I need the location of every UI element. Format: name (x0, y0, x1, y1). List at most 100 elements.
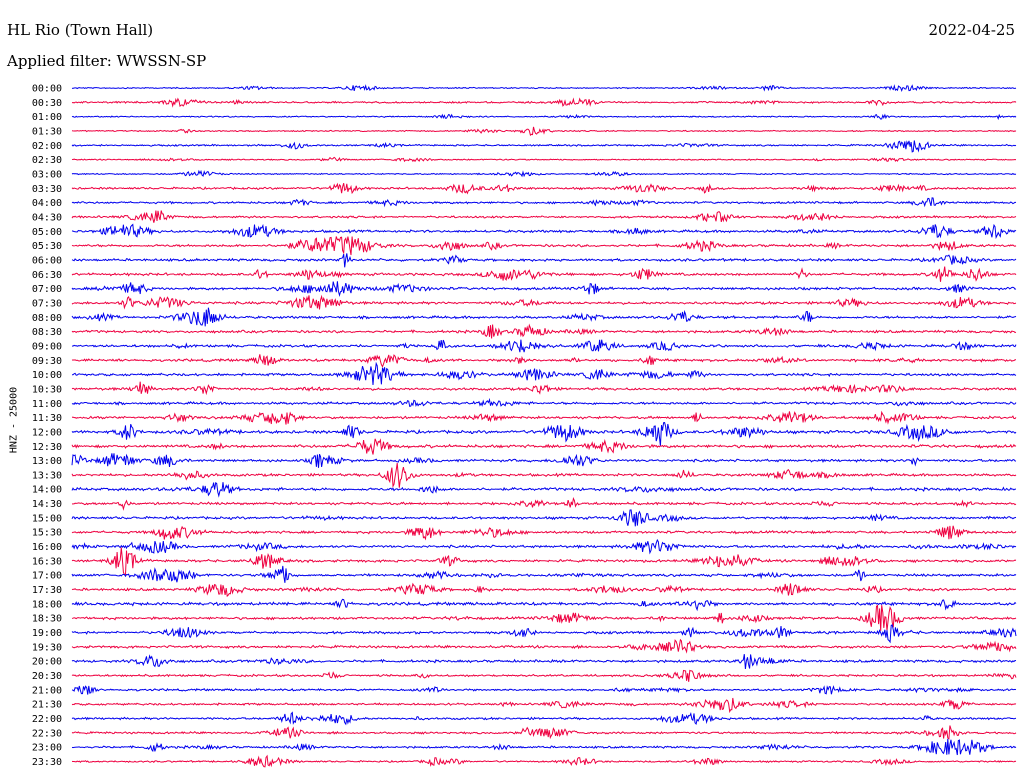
time-tick-label: 13:30 (32, 470, 62, 481)
time-tick-label: 14:00 (32, 485, 62, 496)
time-tick-label: 22:00 (32, 714, 62, 725)
seismic-trace (72, 361, 1017, 385)
seismic-trace (71, 182, 1017, 195)
time-tick-label: 19:00 (32, 628, 62, 639)
seismic-trace (71, 140, 1017, 153)
seismic-trace (71, 711, 1017, 726)
seismic-trace (71, 410, 1017, 425)
seismic-trace (71, 538, 1017, 555)
time-tick-label: 10:00 (32, 370, 62, 381)
seismic-trace (71, 223, 1017, 240)
time-tick-label: 13:00 (32, 456, 62, 467)
time-tick-label: 15:30 (32, 528, 62, 539)
time-tick-label: 17:00 (32, 571, 62, 582)
seismic-trace (71, 339, 1017, 353)
time-tick-label: 03:00 (32, 169, 62, 180)
time-tick-label: 08:30 (32, 327, 62, 338)
seismic-trace (71, 725, 1017, 740)
time-tick-label: 11:00 (32, 399, 62, 410)
time-tick-label: 14:30 (32, 499, 62, 510)
time-tick-label: 06:30 (32, 270, 62, 281)
time-tick-label: 15:00 (32, 513, 62, 524)
seismic-trace (71, 463, 1017, 489)
seismic-trace (71, 582, 1017, 598)
time-tick-label: 18:30 (32, 614, 62, 625)
seismic-trace (71, 307, 1017, 327)
seismic-trace (71, 354, 1016, 368)
seismic-trace (71, 84, 1017, 93)
seismic-trace (71, 236, 1017, 256)
time-tick-label: 05:00 (32, 227, 62, 238)
time-tick-label: 19:30 (32, 642, 62, 653)
seismic-trace (71, 323, 1017, 339)
seismic-trace (71, 738, 1017, 756)
time-tick-label: 00:00 (32, 84, 62, 95)
time-tick-label: 16:00 (32, 542, 62, 553)
seismic-trace (71, 422, 1017, 447)
date-label: 2022-04-25 (928, 21, 1015, 39)
seismic-trace (71, 97, 1017, 108)
time-tick-label: 04:30 (32, 212, 62, 223)
seismic-trace (71, 156, 1017, 163)
seismic-trace (71, 697, 1017, 714)
seismic-trace (71, 210, 1017, 223)
station-title: HL Rio (Town Hall) (7, 21, 154, 39)
seismic-trace (71, 169, 1017, 178)
time-tick-label: 01:30 (32, 126, 62, 137)
seismic-trace (71, 669, 1017, 682)
seismic-trace (71, 438, 1017, 455)
seismic-trace (71, 294, 1017, 310)
time-tick-label: 17:30 (32, 585, 62, 596)
time-tick-label: 22:30 (32, 728, 62, 739)
seismic-trace (71, 381, 1017, 396)
time-tick-label: 11:30 (32, 413, 62, 424)
time-tick-label: 07:30 (32, 298, 62, 309)
seismic-trace (71, 685, 1017, 695)
time-tick-label: 07:00 (32, 284, 62, 295)
seismic-trace (71, 397, 1017, 408)
time-tick-label: 02:30 (32, 155, 62, 166)
time-tick-label: 21:30 (32, 700, 62, 711)
time-tick-label: 20:30 (32, 671, 62, 682)
seismic-trace (71, 598, 1017, 612)
time-tick-label: 03:30 (32, 184, 62, 195)
seismic-trace (71, 281, 1017, 298)
time-tick-label: 02:00 (32, 141, 62, 152)
time-tick-label: 09:00 (32, 341, 62, 352)
seismic-trace (71, 547, 1017, 576)
seismic-trace (71, 266, 1017, 282)
time-tick-label: 21:00 (32, 685, 62, 696)
time-tick-label: 12:30 (32, 442, 62, 453)
time-tick-label: 00:30 (32, 98, 62, 109)
seismic-trace (71, 654, 1017, 670)
seismic-trace (71, 754, 1017, 768)
seismic-trace (71, 113, 1017, 121)
time-tick-label: 23:00 (32, 743, 62, 754)
time-tick-label: 01:00 (32, 112, 62, 123)
seismic-trace (71, 565, 1017, 583)
seismic-trace (71, 126, 1017, 136)
time-tick-label: 18:00 (32, 599, 62, 610)
seismic-trace (71, 481, 1016, 498)
time-tick-label: 12:00 (32, 427, 62, 438)
time-tick-label: 08:00 (32, 313, 62, 324)
seismic-trace (71, 624, 1017, 644)
seismic-trace (71, 509, 1017, 527)
seismic-trace (71, 638, 1017, 654)
seismic-trace (71, 497, 1017, 511)
time-tick-label: 23:30 (32, 757, 62, 768)
time-tick-label: 04:00 (32, 198, 62, 209)
time-tick-label: 05:30 (32, 241, 62, 252)
seismic-trace (71, 604, 1017, 631)
time-tick-label: 09:30 (32, 356, 62, 367)
seismic-trace (71, 253, 1017, 268)
time-tick-label: 16:30 (32, 556, 62, 567)
seismic-trace (71, 453, 1017, 468)
time-tick-label: 10:30 (32, 384, 62, 395)
time-tick-label: 06:00 (32, 255, 62, 266)
seismic-trace (71, 197, 1017, 208)
filter-label: Applied filter: WWSSN-SP (7, 52, 207, 70)
time-tick-label: 20:00 (32, 657, 62, 668)
seismic-trace (71, 525, 1017, 541)
